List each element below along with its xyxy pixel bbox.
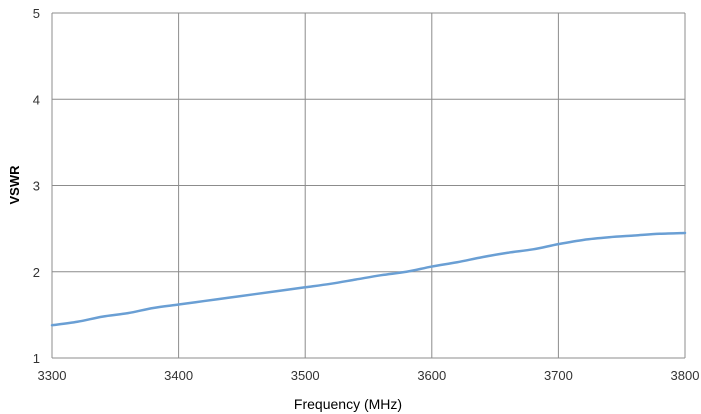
y-tick-label-1: 2 <box>33 265 40 280</box>
series-layer <box>50 231 687 327</box>
x-tick-label-3: 3600 <box>417 368 446 383</box>
y-tick-label-3: 4 <box>33 92 40 107</box>
y-axis-title: VSWR <box>7 165 22 205</box>
x-tick-label-5: 3800 <box>671 368 700 383</box>
x-tick-label-0: 3300 <box>38 368 67 383</box>
plot-area <box>51 13 685 359</box>
y-tick-label-0: 1 <box>33 351 40 366</box>
series-line-0 <box>50 231 687 327</box>
y-tick-label-2: 3 <box>33 179 40 194</box>
x-tick-label-2: 3500 <box>291 368 320 383</box>
x-axis-title: Frequency (MHz) <box>294 396 402 412</box>
x-tick-label-4: 3700 <box>544 368 573 383</box>
y-tick-labels: 1 2 3 4 5 <box>33 6 40 366</box>
x-tick-labels: 3300 3400 3500 3600 3700 3800 <box>38 368 700 383</box>
y-tick-label-4: 5 <box>33 6 40 21</box>
grid-lines <box>51 12 686 359</box>
x-tick-label-1: 3400 <box>164 368 193 383</box>
